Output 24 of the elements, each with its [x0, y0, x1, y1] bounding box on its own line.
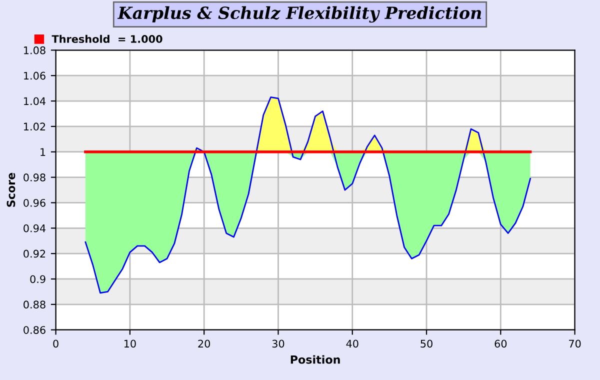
x-axis-title: Position — [290, 355, 340, 364]
legend-label: Threshold = 1.000 — [52, 34, 162, 43]
y-tick-label: 1.08 — [24, 46, 46, 54]
y-tick-label: 1.04 — [24, 97, 46, 106]
y-tick-label: 0.86 — [24, 326, 46, 334]
x-tick-label: 20 — [198, 340, 210, 348]
y-axis-title: Score — [6, 172, 16, 207]
y-tick-label: 0.9 — [30, 275, 46, 284]
y-tick-label: 0.98 — [24, 174, 46, 182]
y-tick-label: 0.88 — [24, 300, 46, 309]
x-tick-label: 70 — [569, 340, 581, 348]
x-tick-label: 10 — [124, 340, 136, 348]
y-tick-label: 0.92 — [24, 250, 46, 258]
y-tick-label: 1.06 — [24, 72, 46, 80]
x-tick-label: 50 — [420, 340, 432, 348]
x-tick-label: 60 — [494, 340, 507, 348]
y-tick-label: 0.96 — [24, 198, 46, 207]
y-tick-label: 0.94 — [24, 224, 46, 232]
x-tick-label: 30 — [272, 340, 284, 348]
chart-title: Karplus & Schulz Flexibility Prediction — [117, 6, 482, 23]
x-tick-label: 0 — [53, 340, 58, 348]
x-tick-label: 40 — [346, 340, 358, 348]
y-tick-label: 1.02 — [24, 122, 46, 131]
y-tick-label: 1 — [40, 148, 46, 156]
